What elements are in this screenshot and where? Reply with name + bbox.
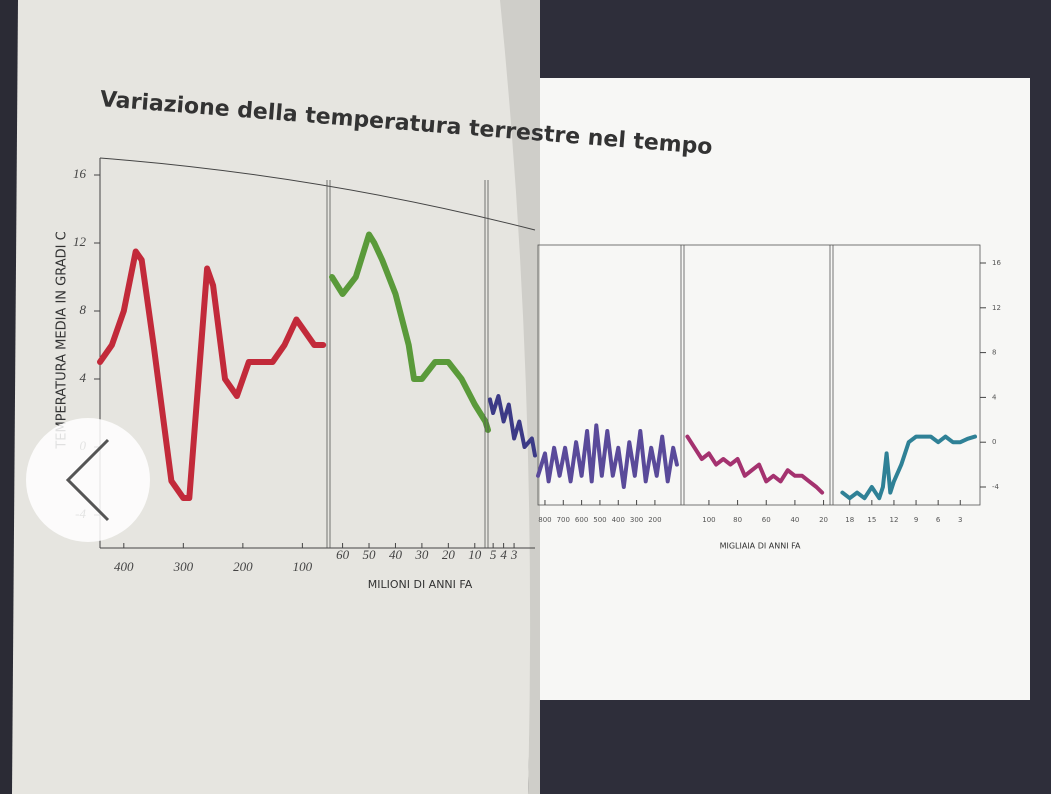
x-tick-label: 300	[173, 559, 194, 574]
x-tick-label: 50	[363, 547, 377, 562]
x-tick-label: 100	[293, 559, 313, 574]
y-tick-label: 12	[73, 234, 87, 249]
x-tick-label: 30	[414, 547, 429, 562]
y-tick-label: -4	[992, 483, 1000, 491]
x-tick-label: 18	[845, 516, 854, 524]
x-axis-label: MILIONI DI ANNI FA	[368, 578, 473, 591]
y-tick-label: 8	[80, 302, 87, 317]
x-tick-label: 200	[648, 516, 661, 524]
x-tick-label: 700	[557, 516, 570, 524]
x-tick-label: 40	[389, 547, 403, 562]
x-tick-label: 15	[867, 516, 876, 524]
page: {"chart_data": {"type": "line", "title":…	[0, 0, 1051, 794]
x-tick-label: 10	[468, 547, 482, 562]
x-tick-label: 3	[958, 516, 962, 524]
x-tick-label: 20	[442, 547, 456, 562]
y-tick-label: 4	[992, 393, 997, 401]
y-tick-label: 4	[80, 370, 87, 385]
y-tick-label: 12	[992, 304, 1001, 312]
x-tick-label: 5	[490, 547, 497, 562]
x-tick-label: 600	[575, 516, 588, 524]
y-tick-label: 16	[73, 166, 87, 181]
x-tick-label: 800	[538, 516, 551, 524]
x-tick-label: 4	[500, 547, 507, 562]
x-tick-label: 60	[762, 516, 771, 524]
x-tick-label: 100	[702, 516, 715, 524]
x-tick-label: 20	[819, 516, 828, 524]
y-tick-label: 0	[992, 438, 996, 446]
x-tick-label: 500	[593, 516, 606, 524]
y-axis-label: TEMPERATURA MEDIA IN GRADI C	[55, 231, 70, 449]
x-tick-label: 12	[889, 516, 898, 524]
x-tick-label: 80	[733, 516, 742, 524]
x-tick-label: 3	[510, 547, 518, 562]
x-tick-label: 200	[233, 559, 253, 574]
x-tick-label: 300	[630, 516, 643, 524]
x-tick-label: 400	[114, 559, 134, 574]
x-axis-label: MIGLIAIA DI ANNI FA	[720, 542, 801, 551]
x-tick-label: 9	[914, 516, 918, 524]
right-page	[540, 78, 1030, 700]
x-tick-label: 60	[336, 547, 350, 562]
x-tick-label: 400	[612, 516, 625, 524]
y-tick-label: 16	[992, 259, 1001, 267]
prev-button-circle[interactable]	[26, 418, 150, 542]
screenshot: Variazione della temperatura terrestre n…	[0, 0, 1051, 794]
y-tick-label: 8	[992, 349, 996, 357]
prev-button[interactable]	[26, 418, 150, 542]
x-tick-label: 6	[936, 516, 941, 524]
x-tick-label: 40	[790, 516, 799, 524]
